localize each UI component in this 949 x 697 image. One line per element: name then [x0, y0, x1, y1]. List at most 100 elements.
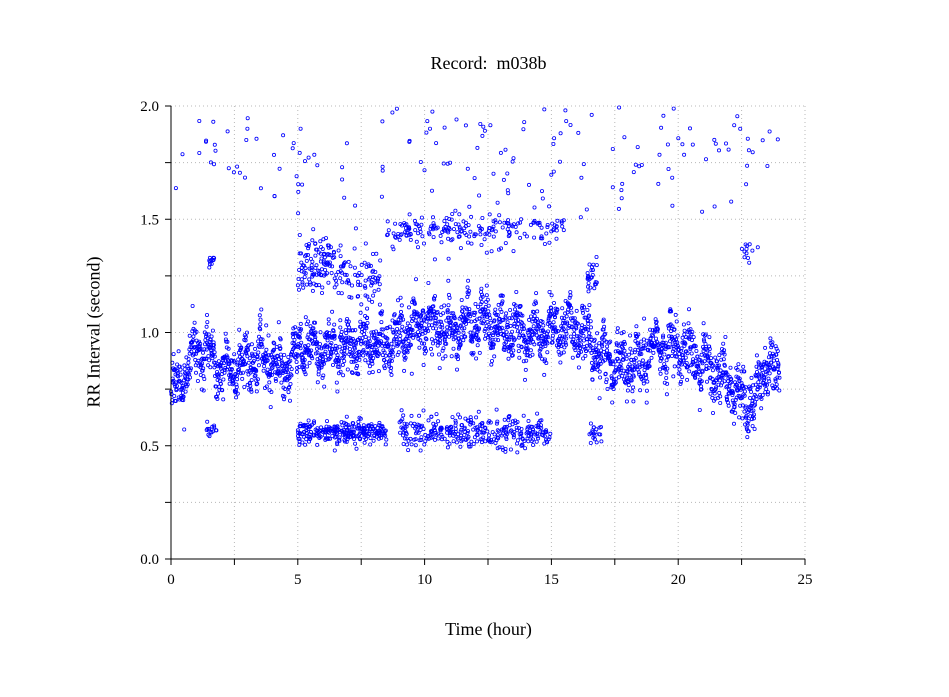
data-point — [587, 262, 592, 267]
data-point — [466, 319, 471, 324]
data-point — [600, 344, 605, 349]
data-point — [576, 130, 581, 135]
data-point — [574, 308, 579, 313]
data-point — [270, 365, 275, 370]
data-point — [491, 171, 496, 176]
data-point — [219, 361, 224, 366]
data-point — [463, 334, 468, 339]
data-point — [310, 288, 315, 293]
data-point — [400, 433, 405, 438]
data-point — [211, 340, 216, 345]
data-point — [636, 332, 641, 337]
data-point — [379, 194, 384, 199]
data-point — [185, 377, 190, 382]
data-point — [300, 440, 305, 445]
data-point — [680, 375, 685, 380]
data-point — [358, 429, 363, 434]
x-tick-label: 10 — [417, 572, 432, 588]
data-point — [586, 289, 591, 294]
data-point — [356, 419, 361, 424]
data-point — [744, 404, 749, 409]
data-point — [200, 350, 205, 355]
data-point — [505, 171, 510, 176]
data-point — [693, 358, 698, 363]
data-point — [486, 303, 491, 308]
data-point — [581, 310, 586, 315]
data-point — [393, 221, 398, 226]
data-point — [434, 321, 439, 326]
data-point — [520, 437, 525, 442]
data-point — [748, 414, 753, 419]
data-point — [307, 277, 312, 282]
data-point — [371, 426, 376, 431]
data-point — [404, 336, 409, 341]
data-point — [509, 428, 514, 433]
data-point — [636, 343, 641, 348]
data-point — [193, 344, 198, 349]
data-point — [632, 350, 637, 355]
data-point — [601, 319, 606, 324]
data-point — [427, 323, 432, 328]
data-point — [529, 439, 534, 444]
data-point — [414, 429, 419, 434]
data-point — [569, 305, 574, 310]
data-point — [377, 282, 382, 287]
data-point — [760, 393, 765, 398]
data-point — [436, 436, 441, 441]
data-point — [521, 413, 526, 418]
data-point — [434, 141, 439, 146]
data-point — [304, 258, 309, 263]
data-point — [441, 346, 446, 351]
data-point — [398, 333, 403, 338]
data-point — [668, 339, 673, 344]
data-point — [371, 335, 376, 340]
data-point — [535, 309, 540, 314]
data-point — [515, 441, 520, 446]
data-point — [181, 394, 186, 399]
data-point — [487, 312, 492, 317]
data-point — [173, 398, 178, 403]
data-point — [344, 414, 349, 419]
data-point — [254, 136, 259, 141]
data-point — [358, 310, 363, 315]
data-point — [657, 152, 662, 157]
data-point — [710, 376, 715, 381]
data-point — [774, 382, 779, 387]
data-point — [560, 306, 565, 311]
data-point — [513, 303, 518, 308]
data-point — [378, 339, 383, 344]
data-point — [296, 436, 301, 441]
data-point — [468, 420, 473, 425]
data-point — [750, 150, 755, 155]
data-point — [472, 176, 477, 181]
data-point — [447, 433, 452, 438]
data-point — [717, 363, 722, 368]
data-point — [319, 273, 324, 278]
data-point — [201, 388, 206, 393]
data-point — [613, 349, 618, 354]
data-point — [240, 352, 245, 357]
data-point — [587, 331, 592, 336]
data-point — [730, 392, 735, 397]
data-point — [514, 289, 519, 294]
data-point — [674, 319, 679, 324]
data-point — [687, 307, 692, 312]
y-tick-label: 1.0 — [140, 326, 159, 342]
data-point — [197, 119, 202, 124]
data-point — [687, 369, 692, 374]
data-point — [314, 247, 319, 252]
data-point — [721, 357, 726, 362]
data-point — [735, 114, 740, 119]
data-point — [406, 305, 411, 310]
data-point — [481, 430, 486, 435]
data-point — [353, 203, 358, 208]
data-point — [352, 246, 357, 251]
data-point — [775, 375, 780, 380]
data-point — [618, 370, 623, 375]
data-point — [762, 377, 767, 382]
data-point — [453, 423, 458, 428]
data-point — [547, 320, 552, 325]
data-point — [355, 363, 360, 368]
data-point — [366, 351, 371, 356]
data-point — [228, 373, 233, 378]
